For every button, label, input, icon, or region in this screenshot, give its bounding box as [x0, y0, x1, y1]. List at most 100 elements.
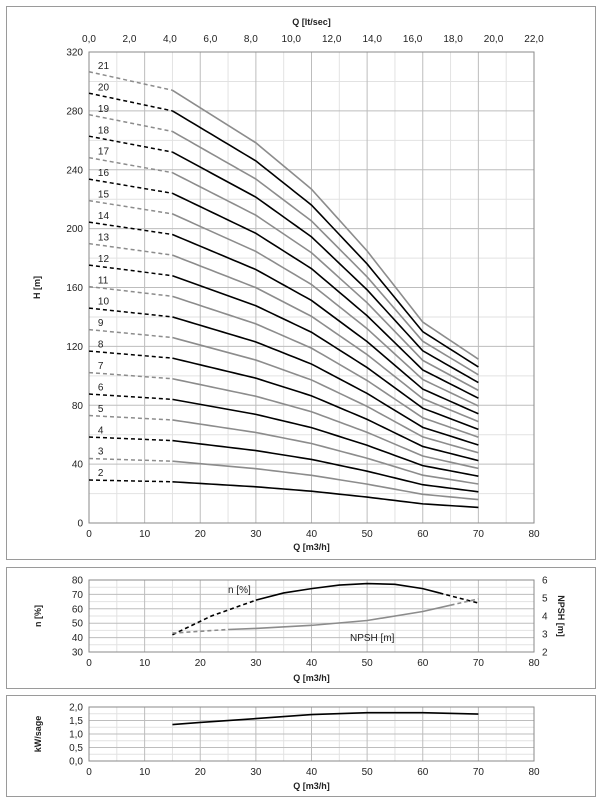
x-tick-label: 50 — [362, 529, 374, 540]
y-tick-label: 120 — [66, 342, 83, 353]
curve-label: 21 — [98, 61, 110, 72]
y2-tick-label: 4 — [542, 612, 548, 623]
efficiency-segment-2 — [439, 592, 479, 604]
x-tick-label: 60 — [417, 767, 429, 778]
y-tick-label: 240 — [66, 165, 83, 176]
x2-tick-label: 20,0 — [484, 34, 504, 45]
curve-label: 13 — [98, 232, 110, 243]
power-chart-panel — [6, 695, 596, 797]
curve-dashed-13 — [88, 242, 173, 256]
curve-label: 12 — [98, 254, 110, 265]
x-tick-label: 80 — [528, 767, 540, 778]
y-tick-label: 0,0 — [69, 757, 83, 768]
y-tick-label: 320 — [66, 48, 83, 59]
y2-tick-label: 3 — [542, 630, 548, 641]
curve-dashed-4 — [88, 436, 173, 442]
efficiency-segment-1 — [255, 582, 440, 601]
x-tick-label: 40 — [306, 658, 318, 669]
curve-dashed-11 — [88, 285, 173, 298]
curve-label: 6 — [98, 382, 104, 393]
x-tick-label: 80 — [528, 529, 540, 540]
curve-dashed-21 — [88, 70, 173, 92]
x-tick-label: 50 — [362, 658, 374, 669]
curve-label: 11 — [98, 275, 109, 286]
x-tick-label: 20 — [195, 767, 207, 778]
y-tick-label: 0,5 — [69, 743, 83, 754]
x-tick-label: 0 — [86, 529, 92, 540]
x2-tick-label: 22,0 — [524, 34, 544, 45]
y2-tick-label: 2 — [542, 648, 548, 659]
curve-4 — [172, 439, 479, 493]
curve-18 — [172, 151, 479, 384]
efficiency-segment-0 — [172, 599, 257, 636]
curve-label: 15 — [98, 190, 110, 201]
y-tick-label: 40 — [72, 460, 84, 471]
power-curve — [172, 711, 479, 726]
curve-dashed-17 — [88, 156, 173, 174]
curve-dashed-6 — [88, 393, 173, 401]
x-tick-label: 30 — [250, 658, 262, 669]
x-tick-label: 80 — [528, 658, 540, 669]
curve-17 — [172, 171, 479, 392]
y-tick-label: 30 — [72, 648, 84, 659]
x-tick-label: 10 — [139, 767, 151, 778]
plot-area-border — [88, 706, 535, 762]
curve-dashed-9 — [88, 328, 173, 339]
curve-5 — [172, 419, 479, 485]
curve-dashed-15 — [88, 199, 173, 215]
x2-tick-label: 16,0 — [403, 34, 423, 45]
x2-tick-label: 8,0 — [244, 34, 258, 45]
x2-tick-label: 6,0 — [203, 34, 217, 45]
curve-label: 8 — [98, 340, 104, 351]
x2-tick-label: 0,0 — [82, 34, 96, 45]
curve-10 — [172, 316, 479, 446]
curve-label: 16 — [98, 168, 110, 179]
x-tick-label: 30 — [250, 529, 262, 540]
y-tick-label: 200 — [66, 224, 83, 235]
x-tick-label: 10 — [139, 529, 151, 540]
npsh-label: NPSH [m] — [350, 633, 395, 644]
curve-3 — [172, 460, 479, 501]
curve-2 — [172, 480, 479, 509]
curve-label: 19 — [98, 104, 110, 115]
y-axis-title: n [%] — [33, 605, 43, 627]
efficiency-npsh-chart: 0 10 20 30 40 50 60 70 80 30 40 50 60 70 80 Q [m3/h] n [… — [33, 576, 566, 684]
x-tick-label: 0 — [86, 658, 92, 669]
y-tick-label: 1,0 — [69, 730, 83, 741]
x-tick-label: 0 — [86, 767, 92, 778]
curve-15 — [172, 213, 479, 407]
curve-dashed-5 — [88, 414, 173, 421]
x-axis-title: Q [m3/h] — [293, 673, 330, 683]
y-tick-label: 40 — [72, 633, 84, 644]
curve-9 — [172, 336, 479, 454]
npsh-segment-0 — [172, 628, 229, 634]
y-tick-label: 60 — [72, 604, 84, 615]
y2-tick-label: 6 — [542, 576, 548, 587]
curve-6 — [172, 398, 479, 477]
y2-tick-label: 5 — [542, 594, 548, 605]
x-axis-title: Q [m3/h] — [293, 542, 330, 552]
curve-dashed-8 — [88, 350, 173, 359]
curve-dashed-10 — [88, 307, 173, 318]
curve-20 — [172, 110, 479, 368]
curve-label: 17 — [98, 147, 110, 158]
curve-14 — [172, 233, 479, 415]
head-chart: 0 10 20 30 40 50 60 70 8004080120160200240280320… — [32, 17, 544, 552]
x2-tick-label: 4,0 — [163, 34, 177, 45]
curve-21 — [172, 89, 479, 360]
x-tick-label: 50 — [362, 767, 374, 778]
curve-label: 7 — [98, 361, 104, 372]
x-tick-label: 20 — [195, 658, 207, 669]
y-tick-label: 80 — [72, 576, 84, 587]
plot-area-border — [88, 579, 535, 653]
curve-dashed-16 — [88, 178, 173, 195]
y-tick-label: 70 — [72, 590, 84, 601]
x2-axis-title: Q [lt/sec] — [292, 17, 331, 27]
curve-dashed-3 — [88, 457, 173, 462]
y-tick-label: 0 — [77, 519, 83, 530]
curve-label: 4 — [98, 425, 104, 436]
head-chart-panel — [6, 6, 596, 560]
curve-dashed-18 — [88, 135, 173, 153]
curve-dashed-14 — [88, 221, 173, 236]
